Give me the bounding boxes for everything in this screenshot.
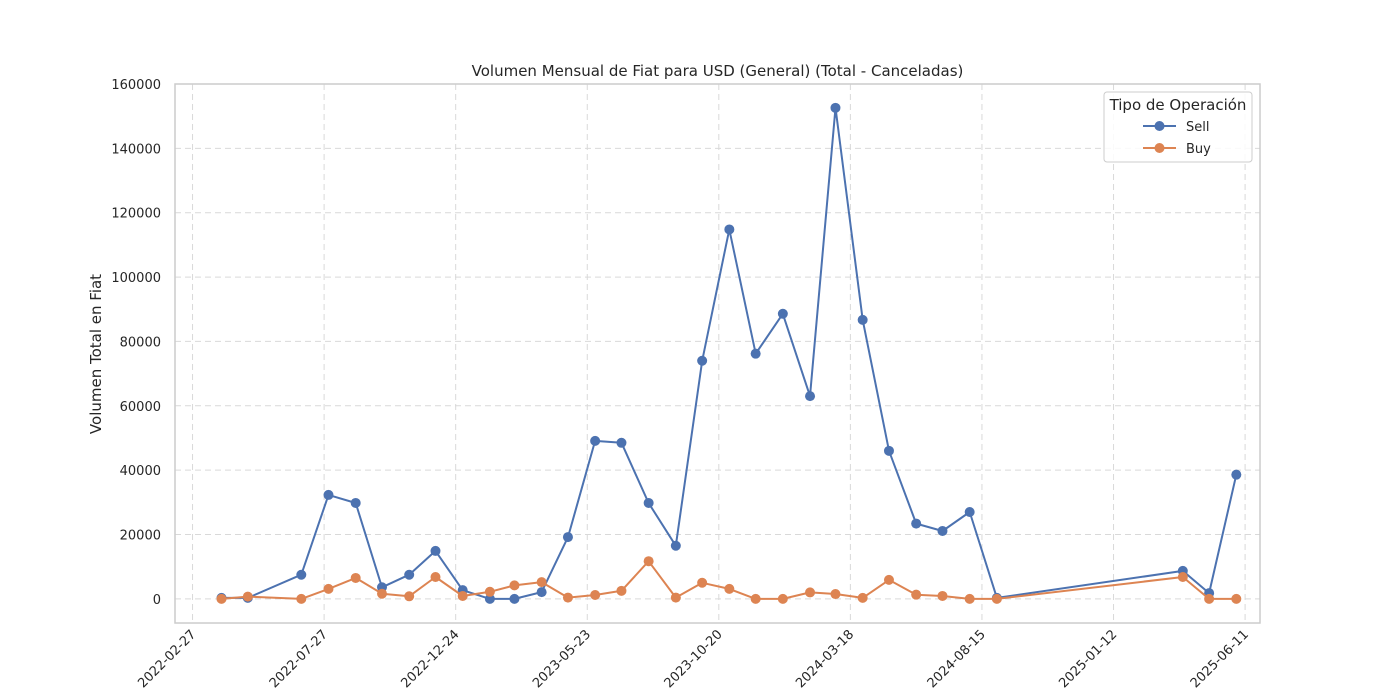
data-point-sell [643, 497, 654, 508]
data-point-buy [216, 593, 227, 604]
data-point-buy [562, 592, 573, 603]
data-point-buy [991, 593, 1002, 604]
data-point-buy [964, 593, 975, 604]
data-point-buy [404, 591, 415, 602]
data-point-sell [911, 518, 922, 529]
data-point-buy [616, 585, 627, 596]
y-tick-label: 160000 [111, 78, 161, 93]
legend: Tipo de Operación Sell Buy [1103, 91, 1253, 163]
data-point-sell [350, 497, 361, 508]
legend-box [1103, 91, 1253, 163]
data-point-buy [643, 556, 654, 567]
data-point-buy [911, 589, 922, 600]
legend-label-sell: Sell [1186, 120, 1209, 135]
data-point-sell [536, 587, 547, 598]
legend-marker-sell [1154, 121, 1165, 131]
data-point-sell [805, 391, 816, 402]
y-tick-label: 20000 [120, 529, 161, 544]
legend-title: Tipo de Operación [1109, 96, 1247, 114]
data-point-sell [724, 224, 735, 235]
data-point-sell [937, 525, 948, 536]
data-point-buy [805, 587, 816, 598]
data-point-buy [697, 577, 708, 588]
y-axis: 0 20000 40000 60000 80000 100000 120000 140000 1… [111, 78, 161, 608]
series-layer [216, 102, 1242, 604]
data-point-sell [590, 435, 601, 446]
data-point-sell [857, 314, 868, 325]
legend-label-buy: Buy [1186, 142, 1211, 157]
y-tick-label: 140000 [111, 142, 161, 157]
y-tick-label: 60000 [120, 400, 161, 415]
data-point-sell [616, 437, 627, 448]
chart-title: Volumen Mensual de Fiat para USD (Genera… [472, 62, 964, 80]
data-point-sell [484, 593, 495, 604]
data-point-buy [750, 593, 761, 604]
data-point-sell [670, 540, 681, 551]
y-tick-label: 100000 [111, 271, 161, 286]
y-axis-label: Volumen Total en Fiat [87, 274, 105, 434]
data-point-sell [883, 445, 894, 456]
data-point-buy [830, 589, 841, 600]
data-point-buy [1231, 593, 1242, 604]
data-point-sell [830, 102, 841, 113]
data-point-buy [323, 583, 334, 594]
data-point-buy [350, 572, 361, 583]
data-point-sell [323, 489, 334, 500]
data-point-sell [697, 355, 708, 366]
data-point-buy [509, 580, 520, 591]
data-point-sell [404, 569, 415, 580]
data-point-buy [1177, 571, 1188, 582]
data-point-sell [1231, 469, 1242, 480]
y-tick-label: 120000 [111, 207, 161, 222]
data-point-sell [430, 545, 441, 556]
data-point-sell [750, 348, 761, 359]
y-tick-label: 40000 [120, 464, 161, 479]
data-point-buy [937, 590, 948, 601]
plot-frame [174, 83, 1261, 624]
data-point-buy [724, 583, 735, 594]
y-tick-label: 0 [153, 593, 161, 608]
data-point-buy [777, 593, 788, 604]
plot-area [175, 84, 1260, 623]
data-point-buy [484, 586, 495, 597]
data-point-buy [536, 577, 547, 588]
data-point-sell [777, 308, 788, 319]
legend-marker-buy [1154, 143, 1165, 153]
data-point-buy [457, 590, 468, 601]
data-point-buy [430, 571, 441, 582]
data-point-sell [509, 593, 520, 604]
data-point-sell [296, 569, 307, 580]
data-point-buy [670, 592, 681, 603]
data-point-sell [562, 532, 573, 543]
data-point-buy [857, 592, 868, 603]
data-point-sell [964, 506, 975, 517]
data-point-buy [377, 588, 388, 599]
data-point-buy [296, 593, 307, 604]
data-point-buy [1204, 593, 1215, 604]
data-point-buy [883, 574, 894, 585]
y-tick-label: 80000 [120, 335, 161, 350]
data-point-buy [242, 591, 253, 602]
data-point-buy [590, 590, 601, 601]
